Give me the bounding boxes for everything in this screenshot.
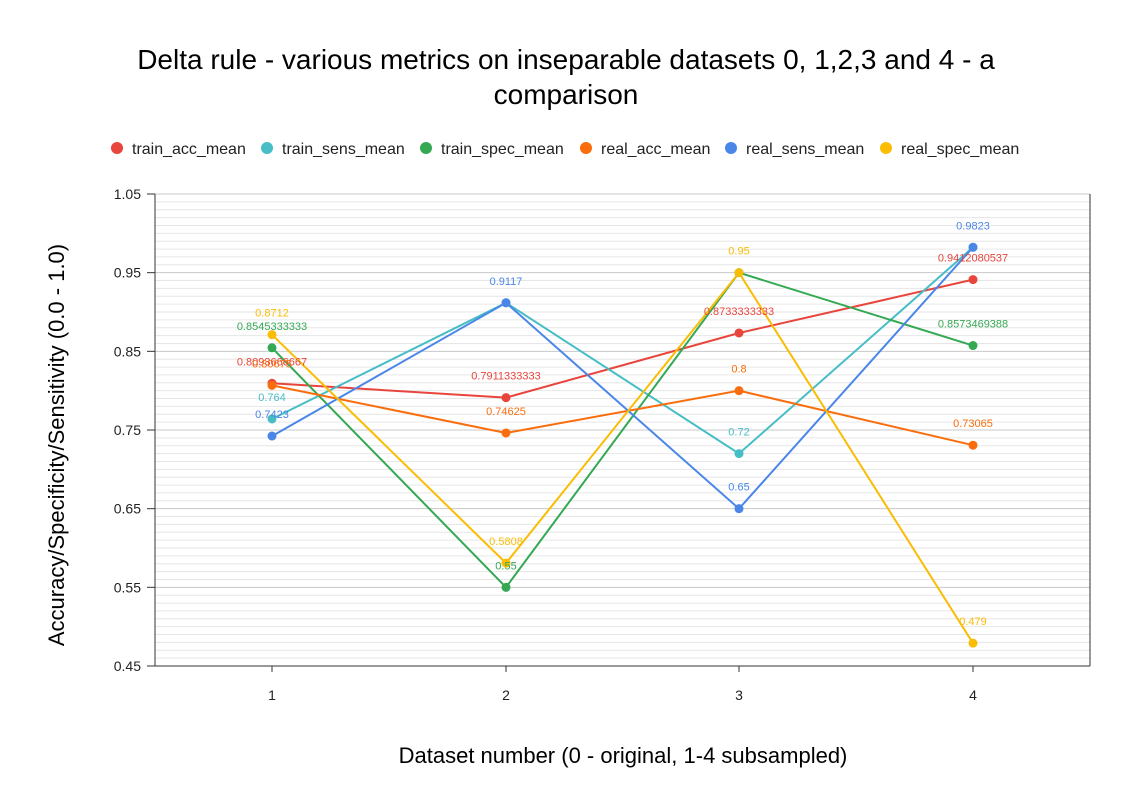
data-point-train_acc_mean: [968, 275, 978, 285]
chart-title-line-1: Delta rule - various metrics on insepara…: [137, 44, 995, 75]
series-line-train_spec_mean: [271, 271, 974, 589]
data-point-train_sens_mean: [267, 414, 277, 424]
gridlines: [155, 193, 1090, 667]
series-line-train_sens_mean: [271, 246, 974, 455]
data-label-real_spec_mean: 0.95: [728, 246, 749, 258]
data-point-train_sens_mean: [734, 449, 744, 459]
legend-label-real_spec_mean: real_spec_mean: [901, 141, 1019, 158]
chart-title-line-2: comparison: [494, 79, 639, 110]
legend-label-train_acc_mean: train_acc_mean: [132, 141, 246, 158]
series-line-train_acc_mean: [271, 278, 974, 399]
data-label-real_spec_mean: 0.5808: [489, 536, 523, 548]
legend-marker-real_acc_mean: [580, 142, 592, 154]
legend-label-real_acc_mean: real_acc_mean: [601, 141, 710, 158]
legend-label-train_spec_mean: train_spec_mean: [441, 141, 564, 158]
data-point-real_sens_mean: [501, 298, 511, 308]
series-line-real_acc_mean: [271, 384, 974, 447]
legend-marker-train_acc_mean: [111, 142, 123, 154]
data-point-train_spec_mean: [267, 343, 277, 353]
data-label-train_acc_mean: 0.9412080537: [938, 253, 1008, 265]
data-point-real_sens_mean: [968, 242, 978, 252]
data-point-real_spec_mean: [968, 638, 978, 648]
data-point-real_sens_mean: [734, 504, 744, 514]
data-point-real_acc_mean: [267, 380, 277, 390]
data-point-real_spec_mean: [501, 558, 511, 568]
data-label-train_acc_mean: 0.7911333333: [471, 371, 541, 383]
data-label-real_acc_mean: 0.80675: [252, 358, 292, 370]
data-point-real_sens_mean: [267, 431, 277, 441]
series-group: 0.8093666667 0.7911333333 0.8733333333 0.94…: [237, 220, 1008, 648]
data-label-train_spec_mean: 0.8573469388: [938, 319, 1008, 331]
series-line-real_sens_mean: [271, 246, 974, 511]
data-point-real_spec_mean: [734, 268, 744, 278]
y-tick-label: 1.05: [114, 186, 141, 202]
legend-marker-train_sens_mean: [261, 142, 273, 154]
data-label-train_sens_mean: 0.764: [258, 392, 286, 404]
y-tick-label: 0.65: [114, 501, 141, 517]
data-label-train_acc_mean: 0.8733333333: [704, 306, 774, 318]
x-tick-label: 4: [969, 687, 977, 703]
data-point-train_spec_mean: [501, 582, 511, 592]
data-point-train_acc_mean: [501, 393, 511, 403]
x-axis-label: Dataset number (0 - original, 1-4 subsam…: [399, 743, 848, 768]
data-label-real_acc_mean: 0.73065: [953, 418, 993, 430]
data-point-real_acc_mean: [734, 386, 744, 396]
y-axis-label: Accuracy/Specificity/Sensitivity (0.0 - …: [44, 244, 69, 646]
series-line-real_spec_mean: [271, 270, 974, 644]
x-tick-label: 3: [735, 687, 743, 703]
y-tick-label: 0.85: [114, 343, 141, 359]
legend-label-train_sens_mean: train_sens_mean: [282, 141, 405, 158]
legend-label-real_sens_mean: real_sens_mean: [746, 141, 864, 158]
legend-marker-train_spec_mean: [420, 142, 432, 154]
data-point-train_spec_mean: [968, 341, 978, 351]
x-tick-label: 1: [268, 687, 276, 703]
y-tick-label: 0.95: [114, 265, 141, 281]
y-tick-label: 0.75: [114, 422, 141, 438]
data-point-train_acc_mean: [734, 328, 744, 338]
data-label-train_spec_mean: 0.8545333333: [237, 321, 307, 333]
data-label-train_acc_mean: 0.8093666667: [237, 356, 307, 368]
data-label-real_acc_mean: 0.8: [731, 364, 746, 376]
data-label-train_spec_mean: 0.55: [495, 560, 516, 572]
data-label-real_sens_mean: 0.9117: [490, 276, 523, 288]
data-point-real_acc_mean: [501, 428, 511, 438]
legend: train_acc_mean train_sens_mean train_spec_…: [111, 141, 1019, 158]
data-point-real_spec_mean: [267, 330, 277, 340]
axes: 0.45 0.55 0.65 0.75 0.85 0.95 1.05 1 2 3 4: [114, 186, 1091, 703]
y-tick-label: 0.45: [114, 658, 141, 674]
data-label-real_spec_mean: 0.8712: [255, 308, 289, 320]
data-point-real_acc_mean: [968, 440, 978, 450]
data-label-real_sens_mean: 0.9823: [956, 220, 990, 232]
x-tick-label: 2: [502, 687, 510, 703]
data-label-train_sens_mean: 0.72: [728, 427, 749, 439]
legend-marker-real_spec_mean: [880, 142, 892, 154]
y-tick-label: 0.55: [114, 579, 141, 595]
data-label-real_sens_mean: 0.65: [728, 482, 749, 494]
data-label-real_spec_mean: 0.479: [959, 616, 987, 628]
data-label-real_sens_mean: 0.7423: [255, 409, 289, 421]
data-label-real_acc_mean: 0.74625: [486, 406, 526, 418]
legend-marker-real_sens_mean: [725, 142, 737, 154]
